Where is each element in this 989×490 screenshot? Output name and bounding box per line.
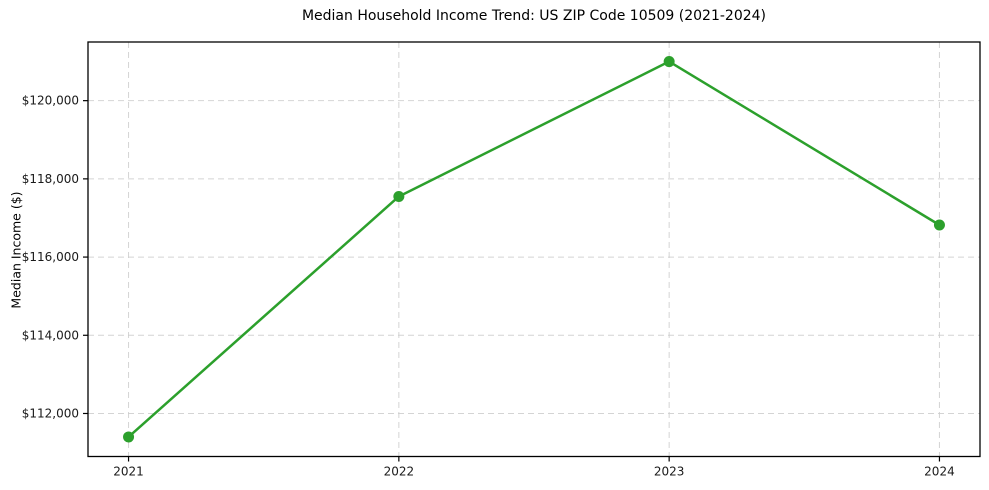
- x-tick-label: 2024: [924, 465, 955, 479]
- y-tick-label: $114,000: [22, 328, 79, 342]
- x-tick-label: 2021: [113, 465, 144, 479]
- data-point-2021: [123, 431, 135, 443]
- data-point-2023: [663, 56, 675, 68]
- x-tick-label: 2023: [654, 465, 685, 479]
- axes-border: [87, 41, 981, 458]
- x-tick-label: 2022: [384, 465, 415, 479]
- y-tick-label: $112,000: [22, 406, 79, 420]
- y-tick-label: $118,000: [22, 172, 79, 186]
- y-tick-label: $116,000: [22, 250, 79, 264]
- trend-line: [127, 60, 941, 439]
- data-point-2024: [933, 219, 945, 231]
- data-point-2022: [393, 190, 405, 202]
- y-tick-label: $120,000: [22, 94, 79, 108]
- chart-title: Median Household Income Trend: US ZIP Co…: [301, 8, 767, 24]
